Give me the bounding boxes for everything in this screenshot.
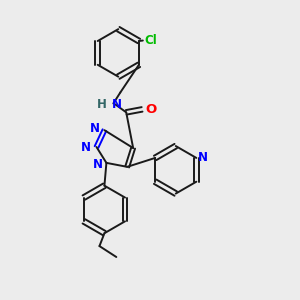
Text: N: N: [112, 98, 122, 111]
Text: O: O: [145, 103, 156, 116]
Text: N: N: [198, 152, 208, 164]
Text: H: H: [97, 98, 106, 111]
Text: N: N: [92, 158, 102, 171]
Text: N: N: [81, 140, 91, 154]
Text: Cl: Cl: [145, 34, 158, 46]
Text: N: N: [89, 122, 100, 135]
